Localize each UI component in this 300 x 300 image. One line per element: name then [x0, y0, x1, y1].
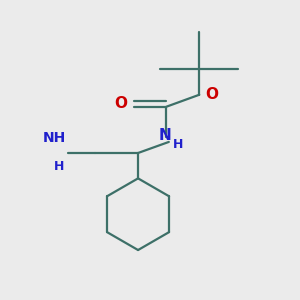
Text: N: N — [159, 128, 171, 142]
Text: O: O — [114, 96, 127, 111]
Text: H: H — [54, 160, 65, 173]
Text: H: H — [173, 137, 184, 151]
Text: NH: NH — [43, 130, 66, 145]
Text: O: O — [205, 87, 218, 102]
